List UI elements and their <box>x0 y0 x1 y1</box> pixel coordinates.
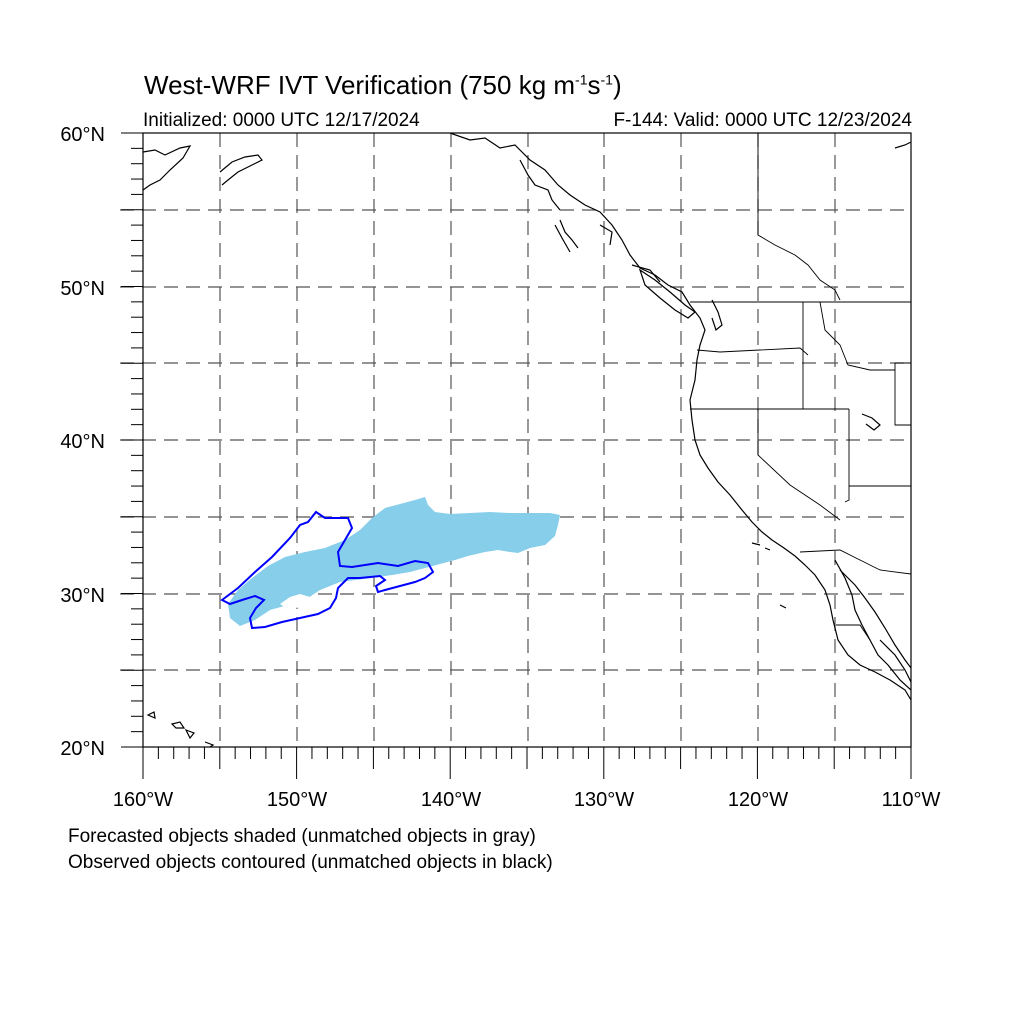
valid-time-label: F-144: Valid: 0000 UTC 12/23/2024 <box>613 110 912 131</box>
observed-object-contour <box>220 510 435 630</box>
axis-ticks <box>121 132 912 779</box>
vancouver-island <box>638 268 696 319</box>
alaska-coast <box>143 145 192 191</box>
grid-lines <box>120 133 911 747</box>
gulf-of-alaska-coast <box>449 133 911 701</box>
political-borders <box>690 133 911 641</box>
coastlines <box>143 133 911 747</box>
forecast-object-shaded <box>228 497 560 626</box>
alaska-panhandle-islands <box>519 159 579 253</box>
hawaiian-islands <box>146 711 215 747</box>
forecast-hole <box>280 594 310 608</box>
forecast-legend-note: Forecasted objects shaded (unmatched obj… <box>68 826 536 847</box>
baja-california <box>834 559 911 691</box>
chart-title: West-WRF IVT Verification (750 kg m-1s-1… <box>144 70 622 100</box>
observed-legend-note: Observed objects contoured (unmatched ob… <box>68 852 553 873</box>
init-time-label: Initialized: 0000 UTC 12/17/2024 <box>143 110 420 131</box>
